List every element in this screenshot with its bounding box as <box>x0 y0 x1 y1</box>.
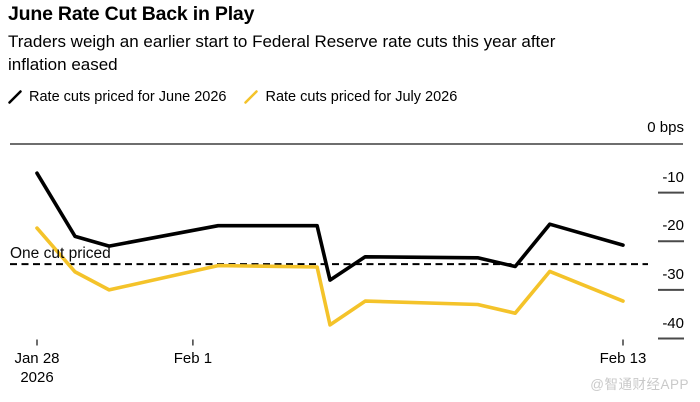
y-axis-label-0bps: 0 bps <box>647 119 684 136</box>
legend-item-july: Rate cuts priced for July 2026 <box>244 89 457 105</box>
june-series-line <box>35 171 625 282</box>
y-axis-label: -20 <box>662 217 684 235</box>
x-axis-label: Feb 1 <box>173 350 213 367</box>
one-cut-priced-label: One cut priced <box>10 245 111 262</box>
july-series-swatch-icon <box>244 90 259 104</box>
x-axis-label-year: 2026 <box>20 368 54 386</box>
june-series-swatch-icon <box>8 90 22 104</box>
y-axis-label: -40 <box>662 314 684 332</box>
legend-label-june: Rate cuts priced for June 2026 <box>29 89 227 105</box>
x-axis-label-first: Jan 28 2026 <box>0 350 82 387</box>
x-axis-label: Feb 13 <box>599 350 647 367</box>
legend: Rate cuts priced for June 2026 Rate cuts… <box>8 89 457 105</box>
legend-label-july: Rate cuts priced for July 2026 <box>265 89 458 105</box>
watermark: @智通财经APP <box>590 377 689 392</box>
y-axis-label: -30 <box>662 265 684 283</box>
legend-item-june: Rate cuts priced for June 2026 <box>8 89 226 105</box>
chart-subtitle: Traders weigh an earlier start to Federa… <box>8 30 555 76</box>
y-axis-label: -10 <box>662 168 684 186</box>
chart-subtitle-line2: inflation eased <box>8 55 118 74</box>
july-series-line <box>35 226 625 327</box>
chart-title: June Rate Cut Back in Play <box>8 3 255 25</box>
chart-subtitle-line1: Traders weigh an earlier start to Federa… <box>8 32 556 51</box>
